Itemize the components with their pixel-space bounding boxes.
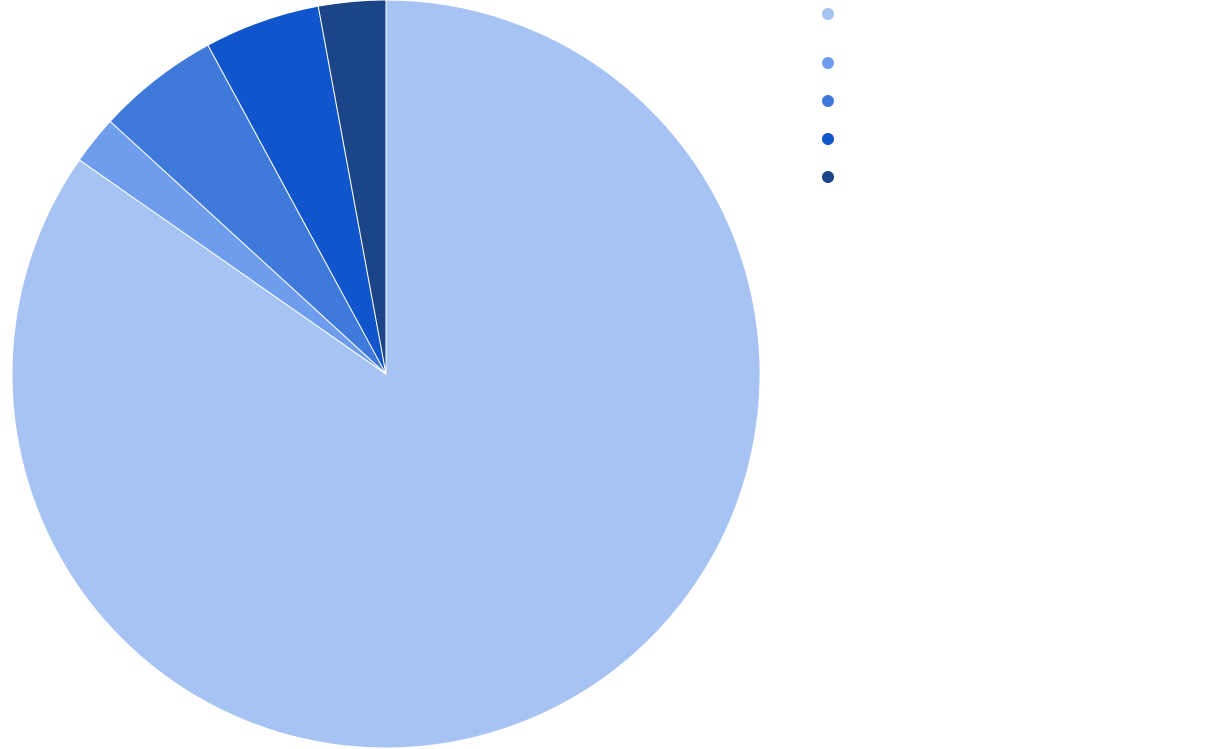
legend-item-5: [822, 158, 844, 196]
pie-slice-5: [317, 0, 387, 375]
legend-swatch: [822, 133, 834, 145]
legend-swatch: [822, 171, 834, 183]
legend-item-1: [822, 6, 844, 22]
legend-item-4: [822, 120, 844, 158]
legend-swatch: [822, 8, 834, 20]
legend-swatch: [822, 95, 834, 107]
legend-item-2: [822, 44, 844, 82]
chart-legend: [822, 6, 844, 196]
legend-item-3: [822, 82, 844, 120]
legend-swatch: [822, 57, 834, 69]
